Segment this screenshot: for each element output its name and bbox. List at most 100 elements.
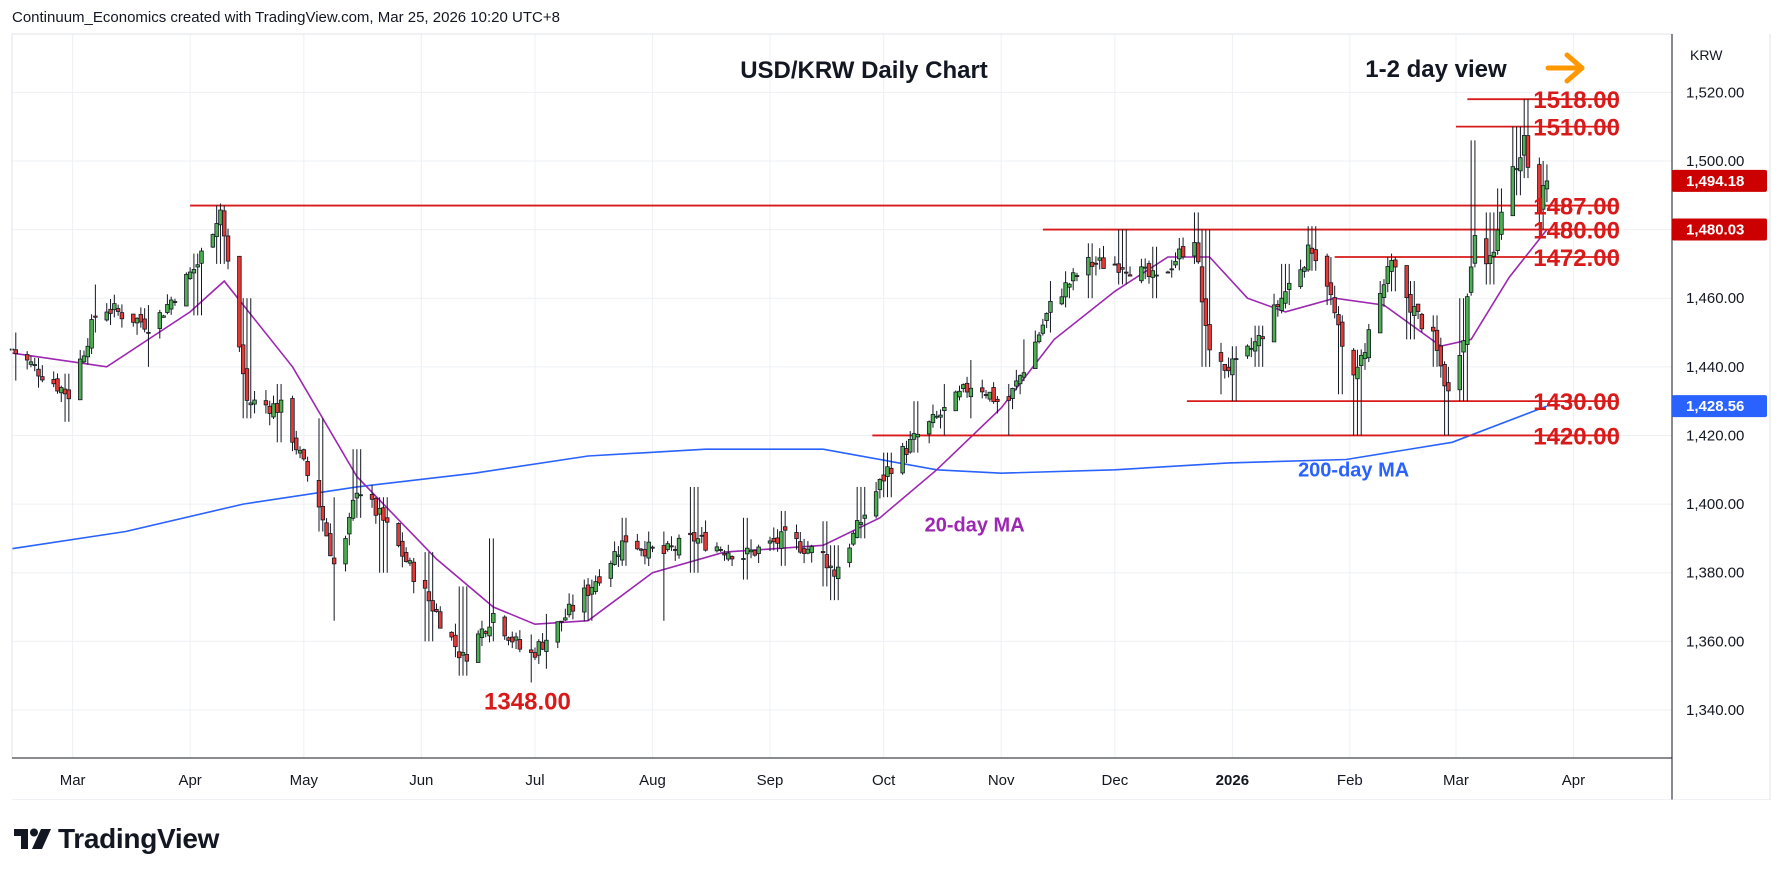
candle-body [873, 491, 879, 517]
candle-body [142, 318, 147, 330]
candle-body [1199, 266, 1205, 303]
candle-body [775, 537, 780, 544]
price-tag-bg [1672, 395, 1767, 418]
candle-body [161, 315, 166, 318]
candle-body [585, 584, 591, 596]
candle-body [1309, 247, 1315, 254]
candle-body [396, 523, 401, 547]
ma200-line [11, 405, 1548, 550]
candle-body [347, 516, 352, 535]
candle-body [699, 534, 704, 537]
candle-body [991, 387, 996, 403]
candle-body [1260, 336, 1265, 340]
candle-body [612, 551, 617, 565]
candle-body [146, 331, 151, 334]
x-tick-label: Aug [639, 772, 666, 789]
candle-body [559, 620, 564, 623]
candle-body [78, 358, 83, 401]
candle-body [638, 548, 644, 551]
candle-body [1446, 382, 1451, 392]
candle-body [483, 631, 488, 634]
candle-body [623, 535, 629, 543]
candle-body [642, 549, 648, 557]
candle-body [1218, 352, 1224, 362]
candle-body [904, 448, 909, 455]
candle-body [138, 314, 144, 323]
candle-body [1089, 261, 1095, 267]
candle-body [464, 654, 469, 662]
candle-body [661, 545, 667, 554]
candle-body [983, 394, 989, 396]
x-tick-label: Dec [1102, 772, 1129, 789]
candle-body [62, 388, 68, 395]
candle-body [691, 532, 697, 542]
x-tick-label: Mar [60, 772, 86, 789]
candle-body [252, 399, 257, 405]
candle-body [1150, 270, 1155, 278]
candle-body [805, 548, 811, 554]
candle-body [889, 467, 894, 475]
candle-body [726, 552, 731, 560]
candle-body [1298, 269, 1303, 288]
candle-body [1525, 135, 1531, 168]
candle-body [324, 522, 329, 537]
candle-body [688, 532, 693, 536]
candle-body [517, 639, 523, 650]
candle-body [540, 641, 545, 650]
candle-body [1377, 293, 1383, 334]
candle-body [479, 628, 485, 639]
candle-body [961, 384, 966, 390]
candle-body [275, 403, 280, 413]
candle-body [1442, 363, 1447, 387]
candle-body [1461, 340, 1466, 353]
candle-body [1097, 257, 1102, 261]
candle-body [55, 378, 60, 392]
candle-body [968, 387, 974, 398]
candle-body [582, 587, 587, 613]
annotation-1348.00: 1348.00 [484, 689, 571, 716]
candle-body [1252, 341, 1258, 352]
candle-body [305, 461, 310, 476]
level-label-1472.00: 1472.00 [1533, 245, 1620, 272]
annotation-20-day-ma: 20-day MA [925, 515, 1025, 537]
price-tag-label: 1,428.56 [1686, 398, 1744, 415]
candle-body [1040, 324, 1046, 334]
candle-body [911, 433, 917, 440]
candle-body [1249, 347, 1254, 350]
x-tick-label: Jul [525, 772, 544, 789]
candle-body [1173, 260, 1178, 266]
level-label-1510.00: 1510.00 [1533, 115, 1620, 142]
candle-body [908, 438, 913, 453]
candle-body [1070, 272, 1076, 282]
candle-body [1332, 297, 1337, 314]
candle-body [263, 400, 269, 406]
candle-body [157, 312, 163, 329]
right-arrow-icon [1545, 52, 1585, 84]
candle-body [824, 554, 830, 569]
candle-body [1487, 255, 1493, 264]
candle-body [134, 317, 140, 324]
candle-body [438, 611, 443, 629]
candle-body [248, 402, 253, 406]
candle-body [1419, 313, 1425, 330]
candle-body [13, 349, 18, 355]
candle-body [377, 508, 382, 515]
candle-body [1063, 282, 1068, 298]
y-tick-label: 1,360.00 [1686, 633, 1744, 650]
candle-body [400, 540, 405, 557]
candle-body [426, 591, 432, 602]
candle-body [858, 522, 864, 525]
y-tick-label: 1,500.00 [1686, 153, 1744, 170]
axes: 1,340.00 1,360.00 1,380.00 1,400.00 1,420.00… [11, 33, 1771, 800]
candle-body [1165, 271, 1171, 274]
candle-body [593, 581, 598, 592]
candle-body [832, 569, 837, 577]
candle-body [1177, 248, 1182, 260]
attribution-text: Continuum_Economics created with Trading… [12, 9, 560, 26]
candle-body [1404, 265, 1409, 298]
candle-body [119, 312, 125, 320]
candle-body [847, 547, 852, 563]
tradingview-logo[interactable]: TradingView [14, 823, 219, 855]
